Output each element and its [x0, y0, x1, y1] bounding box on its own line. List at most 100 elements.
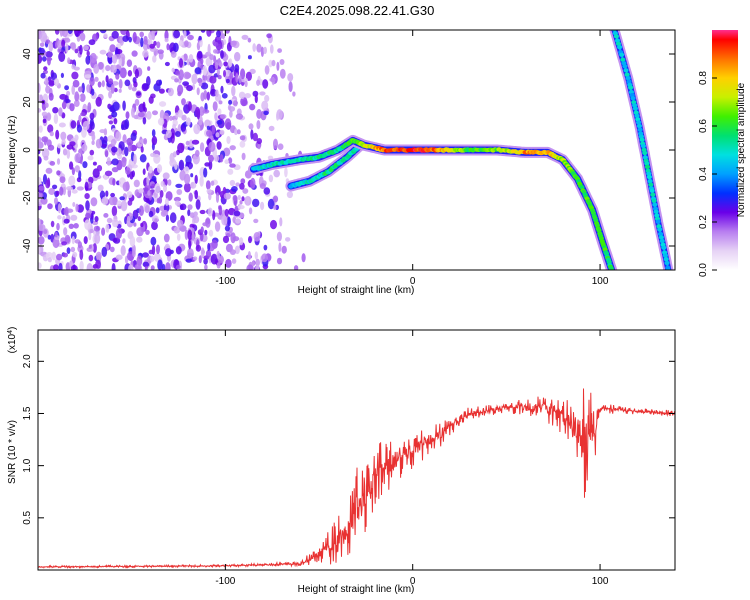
noise-blob [86, 50, 90, 57]
noise-blob [257, 143, 261, 150]
noise-blob [131, 244, 136, 255]
noise-blob [239, 200, 243, 205]
noise-blob [266, 33, 272, 39]
noise-blob [187, 101, 192, 112]
noise-blob [148, 96, 154, 104]
noise-blob [88, 39, 96, 46]
noise-blob [158, 88, 165, 94]
noise-blob [181, 98, 186, 106]
noise-blob [47, 124, 54, 133]
noise-blob [129, 235, 136, 247]
noise-blob [78, 114, 82, 123]
steep-track-point [619, 52, 625, 57]
noise-blob [179, 203, 187, 211]
snr-xtick-label: 100 [592, 576, 609, 587]
noise-blob [142, 261, 150, 268]
steep-track-point [617, 45, 623, 50]
noise-blob [256, 43, 262, 53]
noise-blob [150, 265, 155, 270]
snr-frame [37, 329, 676, 571]
noise-blob [177, 142, 185, 154]
noise-blob [206, 129, 213, 137]
noise-blob [229, 163, 236, 168]
steep-track-point [667, 273, 672, 277]
noise-blob [149, 43, 155, 49]
noise-blob [229, 110, 233, 118]
noise-blob [75, 203, 79, 212]
noise-blob [48, 41, 54, 53]
snr-ytick-label: 2.0 [22, 354, 33, 368]
noise-blob [84, 219, 91, 231]
noise-blob [228, 106, 236, 112]
noise-blob [252, 132, 258, 142]
colorbar: 0.0 0.2 0.4 0.6 0.8 Normalized spectral ampl… [698, 30, 747, 277]
noise-blob [151, 30, 157, 33]
noise-blob [248, 123, 254, 130]
noise-blob [47, 144, 55, 151]
noise-blob [186, 117, 191, 126]
noise-blob [212, 210, 216, 221]
noise-blob [136, 91, 142, 96]
noise-blob [120, 30, 128, 36]
noise-blob [235, 113, 243, 120]
noise-blob [133, 114, 140, 120]
snr-ylabel: SNR (10 * v/v) [7, 420, 18, 484]
noise-blob [232, 236, 240, 242]
noise-blob [77, 241, 82, 249]
noise-blob [45, 179, 51, 189]
noise-blob [52, 184, 58, 190]
noise-blob [127, 200, 133, 206]
noise-blob [54, 197, 58, 205]
noise-blob [60, 72, 64, 78]
spectrogram-ytick-label: 0 [22, 147, 33, 153]
noise-blob [241, 152, 246, 161]
noise-blob [144, 205, 150, 214]
noise-blob [94, 76, 99, 82]
noise-blob [125, 167, 131, 175]
noise-blob [40, 197, 48, 205]
noise-blob [292, 91, 296, 97]
noise-blob [59, 93, 67, 100]
noise-blob [72, 202, 76, 207]
noise-blob [153, 153, 161, 164]
colorbar-tick-label: 0.8 [698, 71, 709, 85]
noise-blob [140, 37, 144, 48]
noise-blob [133, 179, 140, 188]
noise-blob [276, 112, 280, 121]
noise-blob [234, 128, 238, 136]
spectrogram-ticks: -100 0 100 -40 -20 0 20 40 [22, 30, 675, 287]
main-track-point [579, 185, 585, 190]
noise-blob [208, 141, 216, 152]
noise-blob [187, 34, 194, 41]
noise-blob [95, 259, 101, 269]
noise-blob [218, 62, 223, 68]
noise-blob [108, 78, 114, 85]
noise-blob [105, 75, 109, 83]
noise-blob [272, 195, 279, 203]
noise-blob [242, 188, 249, 194]
noise-blob [194, 106, 201, 118]
steep-track-point [620, 57, 626, 62]
noise-blob [252, 43, 256, 52]
steep-track-point [642, 155, 649, 160]
noise-blob [99, 30, 107, 34]
noise-blob [293, 265, 299, 270]
noise-blob [202, 65, 208, 76]
noise-blob [126, 191, 133, 199]
noise-blob [74, 134, 79, 141]
noise-blob [113, 118, 118, 125]
noise-blob [38, 185, 45, 191]
noise-blob [38, 245, 41, 254]
noise-blob [42, 118, 47, 124]
steep-track-point [664, 260, 670, 266]
noise-blob [99, 49, 107, 55]
snr-xtick-label: 0 [410, 576, 416, 587]
steep-track-point [657, 231, 664, 237]
noise-blob [131, 107, 135, 118]
noise-blob [72, 79, 80, 88]
noise-blob [83, 236, 88, 245]
noise-blob [133, 154, 137, 165]
noise-blob [108, 90, 113, 99]
noise-blob [187, 209, 191, 217]
noise-blob [167, 87, 174, 97]
